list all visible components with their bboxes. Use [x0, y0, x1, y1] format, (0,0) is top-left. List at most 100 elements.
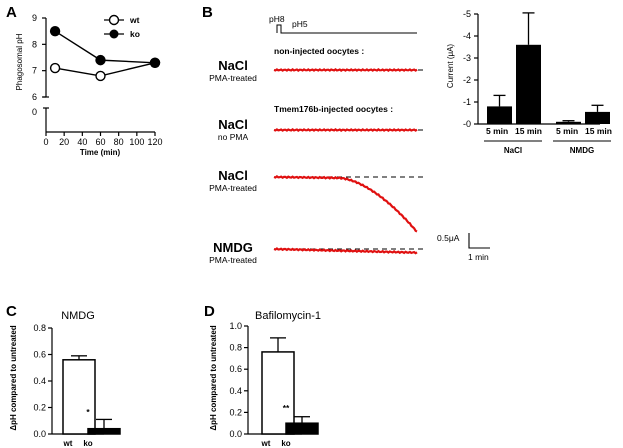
- current-trace: [273, 175, 418, 233]
- bars-yticks: -0 -1 -2 -3 -4 -5: [463, 9, 478, 129]
- bars-ylabel: Current (μA): [446, 44, 455, 89]
- panel-d-ytick-label: 1.0: [229, 321, 242, 331]
- bar-wt: [62, 359, 96, 435]
- panel-a-xtick-label: 0: [43, 137, 48, 147]
- row4-sub: PMA-treated: [209, 255, 257, 265]
- panel-a-xtick-label: 120: [147, 137, 162, 147]
- panel-d-cat-wt: wt: [261, 439, 271, 448]
- scale-bar-current: 0.5μA: [437, 233, 460, 243]
- current-trace: [273, 247, 418, 255]
- panel-b-traces: pH8 pH5 non-injected oocytes : Tmem176b-…: [209, 14, 490, 265]
- bar-ko: [87, 427, 121, 435]
- panel-d-significance: **: [283, 403, 290, 413]
- panel-c-ytick-label: 0.6: [33, 350, 46, 360]
- panel-d-ytick-label: 0.2: [229, 407, 242, 417]
- panel-a-xtick-label: 80: [114, 137, 124, 147]
- bars-ytick-label: -1: [463, 97, 471, 107]
- series-ko-point: [49, 25, 61, 37]
- panel-a-xtick-label: 60: [95, 137, 105, 147]
- legend-ko-label: ko: [130, 29, 140, 39]
- bar: [556, 121, 581, 124]
- trace-group: [273, 68, 426, 255]
- panel-c-chart: NMDG ΔpH compared to untreated 0.0 0.2 0.4…: [9, 310, 121, 448]
- row4-condition: NMDG: [213, 240, 253, 255]
- panel-d-ytick-label: 0.8: [229, 343, 242, 353]
- panel-c-cat-ko: ko: [83, 439, 92, 448]
- panel-a-series: [49, 25, 161, 82]
- panel-c-ylabel: ΔpH compared to untreated: [9, 325, 18, 430]
- panel-label-d: D: [204, 303, 215, 320]
- panel-d-ytick-label: 0.0: [229, 429, 242, 439]
- panel-c-ytick-label: 0.2: [33, 403, 46, 413]
- row3-sub: PMA-treated: [209, 183, 257, 193]
- header-tmem176b: Tmem176b-injected oocytes :: [274, 104, 393, 114]
- row3-condition: NaCl: [218, 168, 248, 183]
- bar: [585, 111, 610, 124]
- ph5-label: pH5: [292, 19, 308, 29]
- ph8-label: pH8: [269, 14, 285, 24]
- bars-ytick-label: -5: [463, 9, 471, 19]
- panel-a-yticks: 6 7 8 9: [32, 13, 46, 102]
- panel-a-xticks: 0 20 40 60 80 100 120: [43, 132, 163, 147]
- bars-ytick-label: -2: [463, 75, 471, 85]
- row1-sub: PMA-treated: [209, 73, 257, 83]
- panel-d-chart: Bafilomycin-1 ΔpH compared to untreated …: [209, 310, 321, 448]
- bars-cat-3: 5 min: [556, 126, 578, 136]
- panel-label-c: C: [6, 303, 17, 320]
- solution-protocol-line: [276, 24, 417, 34]
- panel-c-bars: [62, 355, 121, 435]
- bars-cat-4: 15 min: [585, 126, 612, 136]
- bars-ytick-label: -4: [463, 31, 471, 41]
- panel-a-legend: wt ko: [104, 14, 140, 39]
- legend-wt-label: wt: [129, 15, 140, 25]
- panel-a-ytick-label: 7: [32, 66, 37, 76]
- panel-a-xtick-label: 40: [77, 137, 87, 147]
- bars-ytick-label: -0: [463, 119, 471, 129]
- group-nacl-label: NaCl: [504, 146, 522, 155]
- scale-bar-time: 1 min: [468, 252, 489, 262]
- series-wt-point: [49, 62, 61, 74]
- scale-bar: [468, 233, 490, 249]
- bars-ytick-label: -3: [463, 53, 471, 63]
- panel-d-yticks: 0.0 0.2 0.4 0.6 0.8 1.0: [229, 321, 248, 439]
- current-trace: [273, 128, 418, 132]
- panel-d-bars: [261, 337, 319, 435]
- panel-c-title: NMDG: [61, 310, 95, 322]
- panel-d-ytick-label: 0.6: [229, 364, 242, 374]
- bars-cat-2: 15 min: [515, 126, 542, 136]
- panel-d-ytick-label: 0.4: [229, 386, 242, 396]
- series-ko-point: [95, 54, 106, 66]
- bar: [487, 106, 512, 124]
- group-nmdg-label: NMDG: [570, 146, 594, 155]
- panel-d-cat-ko: ko: [281, 439, 290, 448]
- legend-ko-marker: [109, 29, 119, 39]
- header-non-injected: non-injected oocytes :: [274, 46, 364, 56]
- panel-c-significance: *: [86, 407, 90, 417]
- panel-label-a: A: [6, 4, 17, 21]
- panel-a-ytick-label: 9: [32, 13, 37, 23]
- current-trace: [273, 68, 418, 72]
- bar-wt: [261, 351, 295, 435]
- panel-label-b: B: [202, 4, 213, 21]
- bar: [516, 44, 541, 124]
- row1-condition: NaCl: [218, 58, 248, 73]
- panel-b-bar-chart: Current (μA) -0 -1 -2 -3 -4 -5 5 min 15 min 5…: [446, 9, 612, 155]
- series-ko-point: [149, 57, 161, 68]
- series-wt-point: [95, 70, 106, 82]
- bars-cat-1: 5 min: [486, 126, 508, 136]
- panel-c-yticks: 0.0 0.2 0.4 0.6 0.8: [33, 323, 52, 439]
- panel-c-ytick-label: 0.8: [33, 323, 46, 333]
- panel-c-ytick-label: 0.4: [33, 376, 46, 386]
- panel-a-ytick-break: 0: [32, 107, 37, 117]
- panel-a-ytick-label: 8: [32, 39, 37, 49]
- bars-marks: [487, 12, 610, 124]
- panel-a-ytick-label: 6: [32, 92, 37, 102]
- panel-c-cat-wt: wt: [63, 439, 73, 448]
- bar-ko: [285, 422, 319, 435]
- panel-a-ylabel: Phagosomal pH: [15, 33, 24, 90]
- panel-a-chart: 0 Phagosomal pH Time (min) 6 7 8 9 0 20 40 60 8…: [15, 13, 163, 157]
- panel-a-xtick-label: 100: [129, 137, 144, 147]
- panel-d-title: Bafilomycin-1: [255, 310, 321, 322]
- panel-a-xtick-label: 20: [59, 137, 69, 147]
